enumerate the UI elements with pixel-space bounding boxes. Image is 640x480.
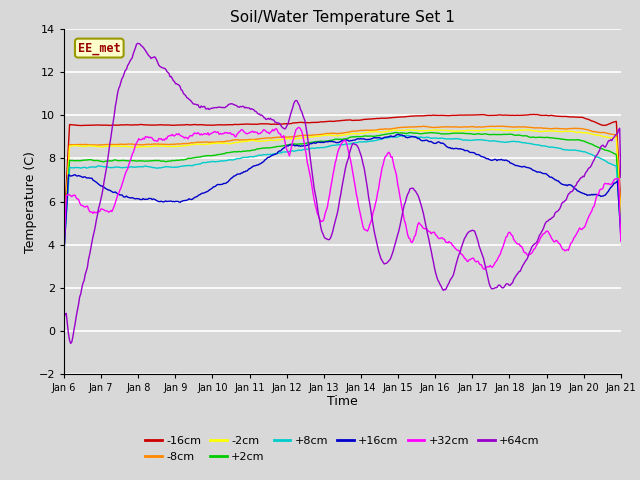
+64cm	[606, 138, 614, 144]
-8cm	[617, 211, 625, 216]
+8cm	[60, 247, 68, 252]
+64cm	[519, 263, 527, 269]
Line: -2cm: -2cm	[64, 129, 621, 239]
+32cm	[519, 245, 527, 251]
+2cm	[328, 138, 335, 144]
X-axis label: Time: Time	[327, 395, 358, 408]
+32cm	[617, 238, 625, 244]
+16cm	[392, 133, 399, 139]
+16cm	[362, 137, 369, 143]
+16cm	[324, 139, 332, 144]
-16cm	[362, 117, 369, 122]
+2cm	[362, 133, 369, 139]
+8cm	[518, 140, 525, 145]
-16cm	[324, 119, 332, 124]
Title: Soil/Water Temperature Set 1: Soil/Water Temperature Set 1	[230, 10, 455, 25]
+2cm	[407, 130, 415, 135]
+32cm	[393, 173, 401, 179]
+2cm	[518, 132, 525, 138]
+8cm	[328, 143, 335, 148]
Line: -16cm: -16cm	[64, 114, 621, 228]
+16cm	[394, 132, 401, 137]
-8cm	[518, 124, 525, 130]
+64cm	[67, 341, 74, 347]
+16cm	[60, 251, 68, 256]
Line: +64cm: +64cm	[64, 43, 621, 344]
+32cm	[362, 228, 370, 233]
+64cm	[617, 174, 625, 180]
-16cm	[392, 115, 399, 120]
+32cm	[480, 266, 488, 272]
+32cm	[60, 249, 68, 255]
+8cm	[404, 132, 412, 138]
+64cm	[327, 235, 335, 240]
+64cm	[330, 223, 338, 228]
-2cm	[324, 132, 332, 138]
-2cm	[518, 127, 525, 133]
+32cm	[326, 192, 333, 198]
+64cm	[394, 232, 401, 238]
-8cm	[60, 235, 68, 240]
+8cm	[392, 134, 399, 140]
-2cm	[60, 236, 68, 241]
+16cm	[605, 188, 612, 194]
+8cm	[617, 230, 625, 236]
+8cm	[362, 139, 369, 144]
-2cm	[362, 130, 369, 136]
+16cm	[617, 233, 625, 239]
Line: +2cm: +2cm	[64, 132, 621, 246]
+32cm	[294, 125, 302, 131]
Text: EE_met: EE_met	[78, 42, 121, 55]
Line: +8cm: +8cm	[64, 135, 621, 250]
+32cm	[329, 172, 337, 178]
-8cm	[495, 123, 503, 129]
-16cm	[328, 119, 335, 124]
-2cm	[605, 135, 612, 141]
Line: -8cm: -8cm	[64, 126, 621, 238]
-2cm	[488, 126, 496, 132]
-2cm	[392, 127, 399, 133]
+2cm	[60, 243, 68, 249]
+2cm	[617, 223, 625, 229]
Line: +32cm: +32cm	[64, 128, 621, 269]
-16cm	[617, 202, 625, 208]
-16cm	[530, 111, 538, 117]
Line: +16cm: +16cm	[64, 134, 621, 253]
+8cm	[605, 160, 612, 166]
+2cm	[392, 130, 399, 135]
+8cm	[324, 144, 332, 149]
-8cm	[392, 125, 399, 131]
+64cm	[134, 40, 141, 46]
+2cm	[605, 148, 612, 154]
-8cm	[324, 131, 332, 136]
Legend: -16cm, -8cm, -2cm, +2cm, +8cm, +16cm, +32cm, +64cm: -16cm, -8cm, -2cm, +2cm, +8cm, +16cm, +3…	[141, 432, 544, 466]
-16cm	[516, 112, 524, 118]
Y-axis label: Temperature (C): Temperature (C)	[24, 151, 37, 252]
+16cm	[328, 138, 335, 144]
-2cm	[328, 132, 335, 138]
-16cm	[605, 121, 612, 127]
-16cm	[60, 225, 68, 231]
+64cm	[60, 314, 68, 320]
+64cm	[364, 186, 371, 192]
-8cm	[605, 131, 612, 136]
+16cm	[518, 164, 525, 170]
-2cm	[617, 212, 625, 218]
+32cm	[606, 182, 614, 188]
-8cm	[328, 131, 335, 136]
+2cm	[324, 138, 332, 144]
-8cm	[362, 127, 369, 133]
